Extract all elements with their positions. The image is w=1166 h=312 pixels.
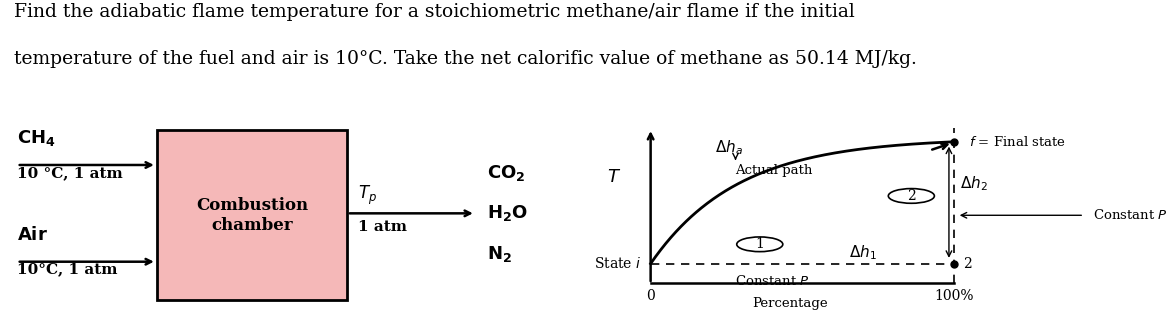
Text: 1: 1 [756, 237, 764, 251]
Text: 2: 2 [907, 189, 915, 203]
Text: temperature of the fuel and air is 10°C. Take the net calorific value of methane: temperature of the fuel and air is 10°C.… [14, 50, 916, 68]
Text: Constant $P$: Constant $P$ [735, 274, 809, 288]
Text: Constant $P$: Constant $P$ [1094, 208, 1166, 222]
Text: $T_p$: $T_p$ [358, 183, 377, 207]
Text: $f$ = Final state: $f$ = Final state [969, 135, 1066, 149]
Text: 0: 0 [646, 289, 655, 303]
Text: 10 °C, 1 atm: 10 °C, 1 atm [16, 166, 122, 180]
Text: 2: 2 [963, 257, 971, 271]
Text: $\Delta h_1$: $\Delta h_1$ [849, 243, 877, 262]
Text: Find the adiabatic flame temperature for a stoichiometric methane/air flame if t: Find the adiabatic flame temperature for… [14, 3, 855, 21]
Circle shape [888, 188, 934, 203]
Text: 10°C, 1 atm: 10°C, 1 atm [16, 263, 118, 277]
Text: Percentage
completion
of reaction: Percentage completion of reaction [752, 296, 828, 312]
Text: $\mathbf{N_2}$: $\mathbf{N_2}$ [487, 244, 512, 264]
Text: $\mathbf{CO_2}$: $\mathbf{CO_2}$ [487, 163, 526, 183]
Text: Actual path: Actual path [736, 164, 813, 177]
Text: State $i$: State $i$ [595, 256, 641, 271]
Text: 100%: 100% [934, 289, 974, 303]
Text: $\Delta h_a$: $\Delta h_a$ [716, 139, 744, 157]
Text: $\mathbf{Air}$: $\mathbf{Air}$ [16, 226, 48, 244]
Text: $\Delta h_2$: $\Delta h_2$ [960, 174, 988, 193]
Text: $\mathbf{H_2O}$: $\mathbf{H_2O}$ [487, 203, 528, 223]
Text: $T$: $T$ [607, 168, 621, 186]
Bar [156, 130, 347, 300]
Circle shape [737, 237, 782, 252]
Text: $\mathbf{CH_4}$: $\mathbf{CH_4}$ [16, 128, 56, 148]
Text: Combustion
chamber: Combustion chamber [196, 197, 308, 234]
Text: 1 atm: 1 atm [358, 220, 407, 234]
